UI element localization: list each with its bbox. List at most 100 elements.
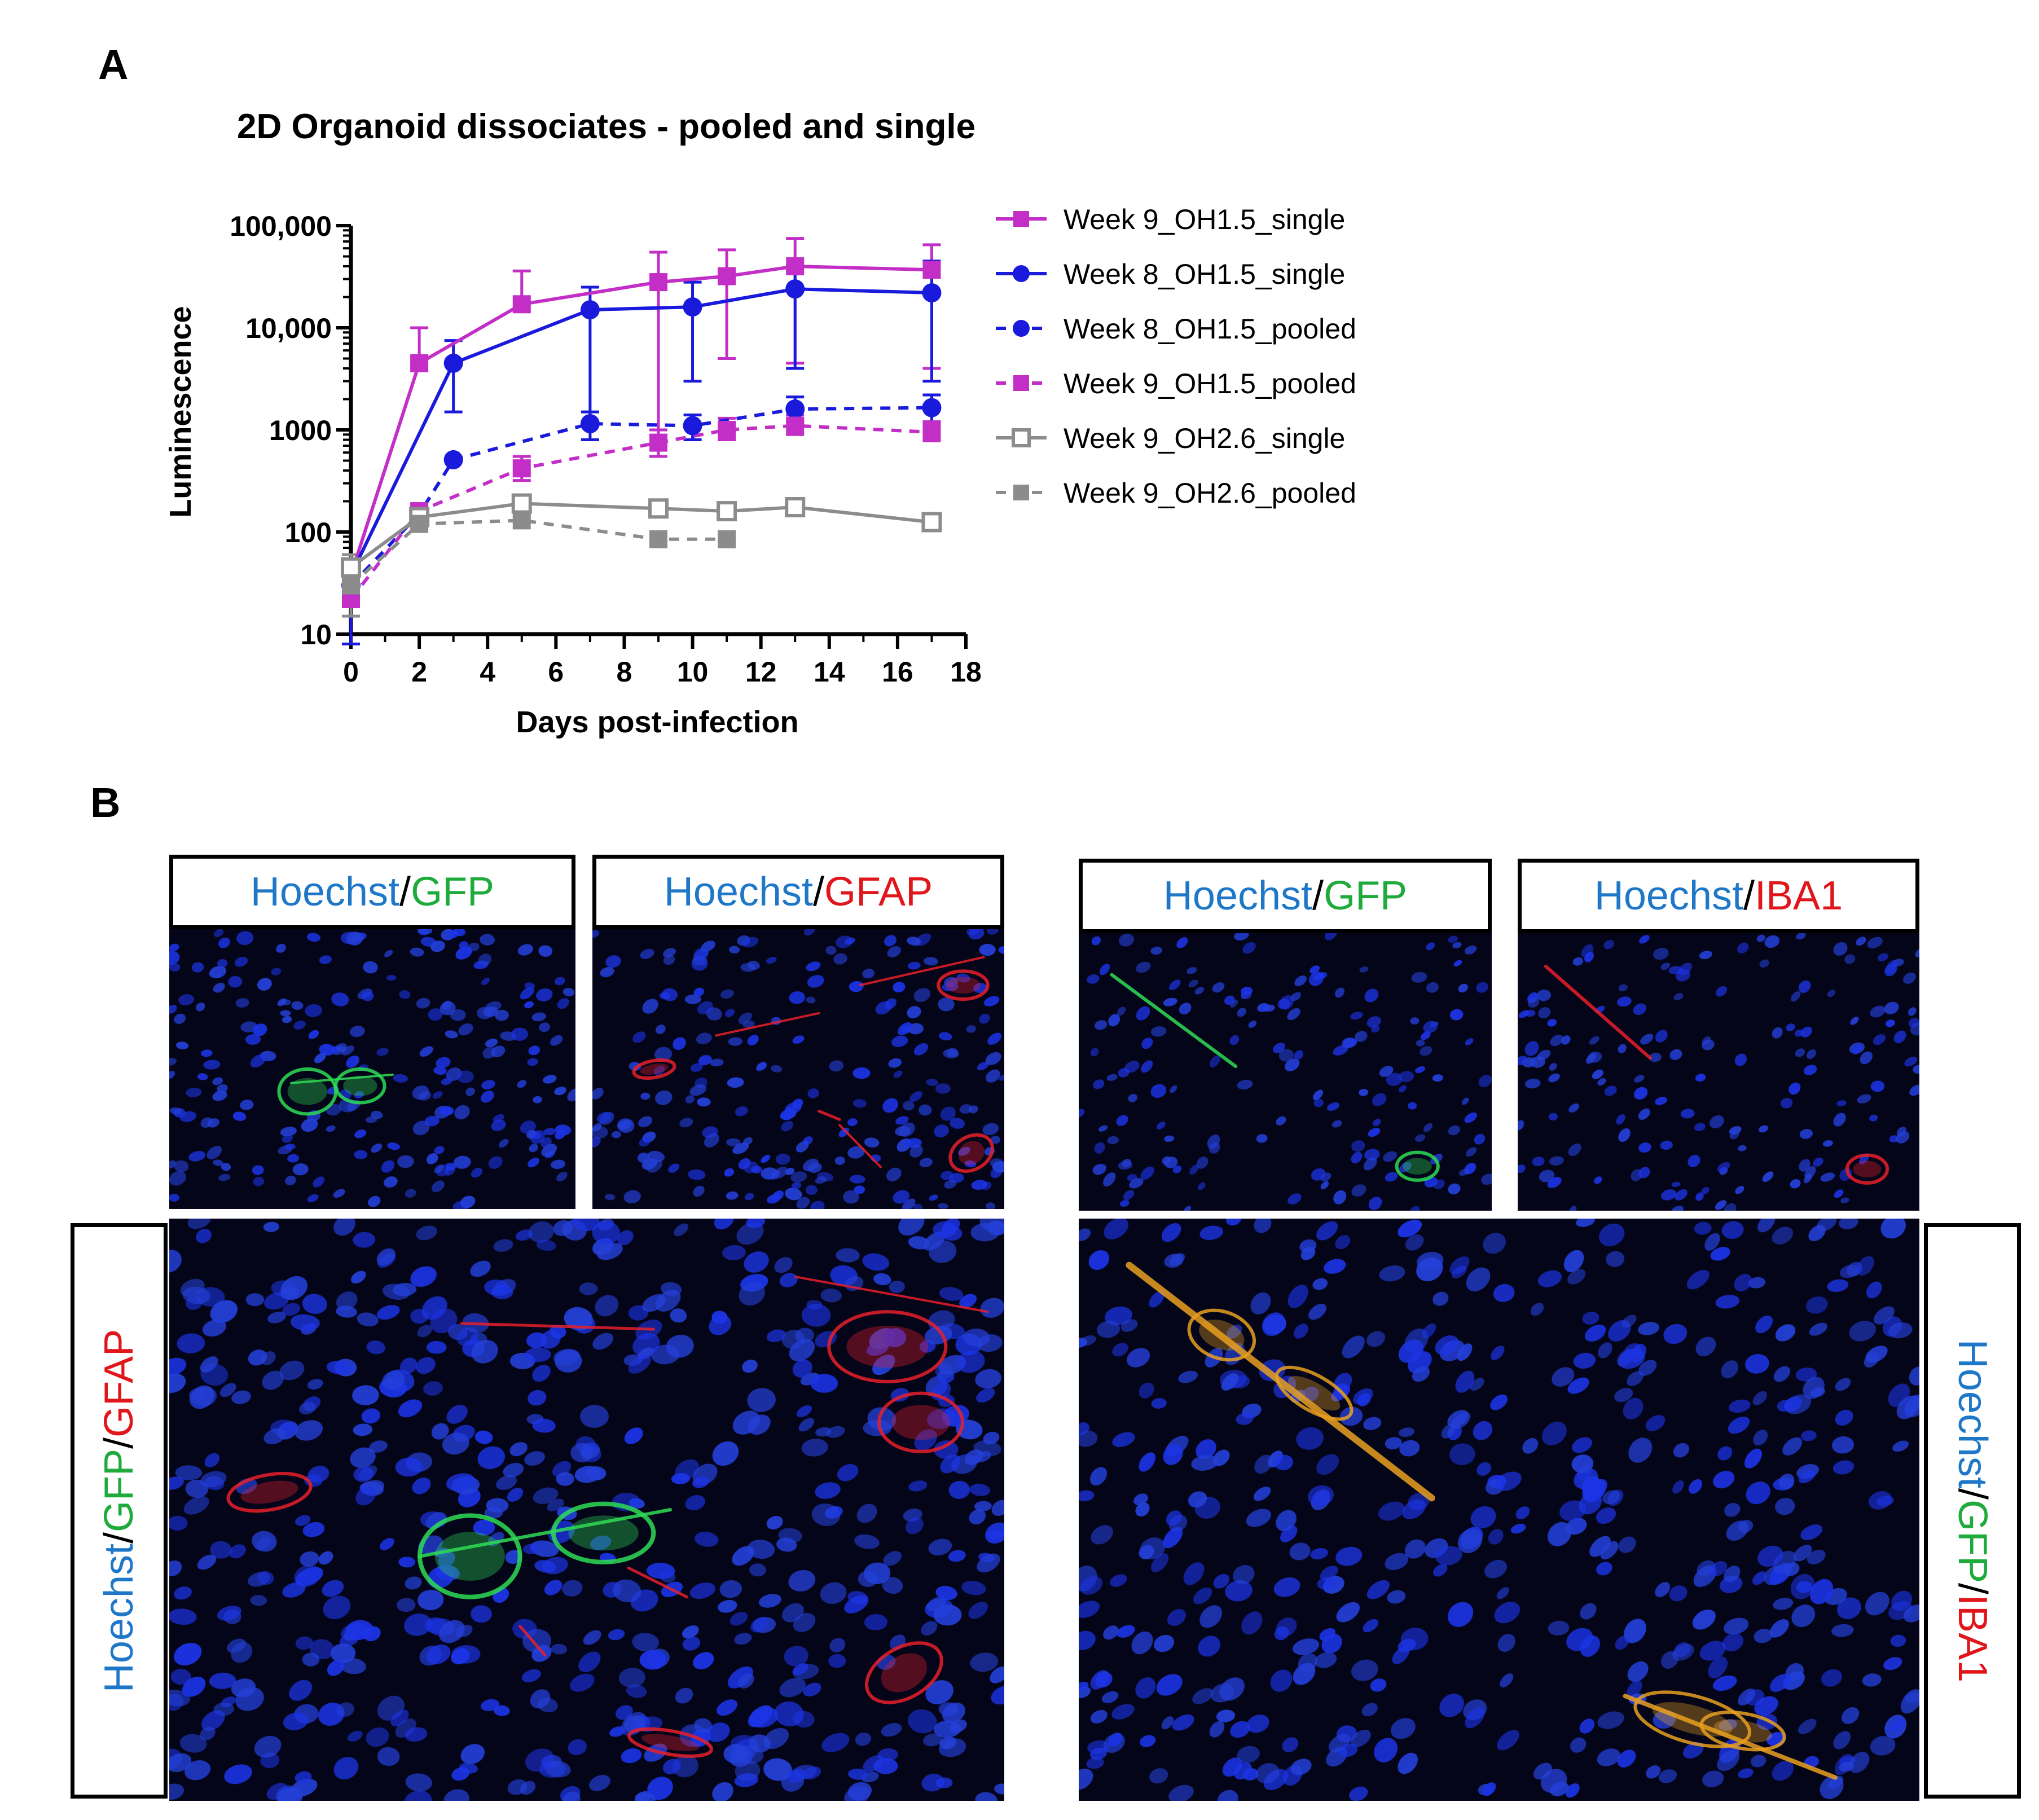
nucleus bbox=[934, 1440, 959, 1459]
nucleus bbox=[1118, 1160, 1133, 1170]
nucleus bbox=[473, 1519, 495, 1536]
nucleus bbox=[805, 1185, 818, 1195]
y-tick-label: 100 bbox=[285, 517, 332, 548]
nucleus bbox=[455, 946, 472, 960]
stained-cell-body bbox=[641, 1734, 700, 1751]
nucleus bbox=[527, 1058, 538, 1066]
cell-process bbox=[715, 1012, 820, 1037]
nucleus bbox=[1547, 1177, 1562, 1188]
nucleus bbox=[1782, 1437, 1803, 1456]
nucleus bbox=[756, 1062, 766, 1071]
nucleus bbox=[169, 943, 179, 952]
nucleus bbox=[759, 1594, 781, 1608]
nucleus bbox=[1370, 1678, 1387, 1692]
nucleus bbox=[969, 1509, 986, 1525]
stained-cell-body bbox=[640, 1063, 669, 1075]
nucleus bbox=[351, 1271, 366, 1284]
nucleus bbox=[697, 1097, 711, 1107]
nucleus bbox=[524, 1347, 551, 1362]
cell-process bbox=[460, 1322, 655, 1331]
nucleus bbox=[940, 1454, 961, 1474]
nucleus bbox=[1888, 1322, 1913, 1339]
nucleus bbox=[1398, 1339, 1424, 1363]
nucleus bbox=[1338, 1743, 1358, 1757]
nucleus bbox=[897, 1022, 912, 1035]
nucleus bbox=[766, 1516, 783, 1529]
nucleus bbox=[1163, 1444, 1183, 1465]
nucleus bbox=[1833, 942, 1848, 956]
nucleus bbox=[397, 1155, 414, 1168]
nucleus bbox=[430, 940, 445, 952]
nucleus bbox=[1913, 1065, 1919, 1074]
nucleus bbox=[747, 1540, 775, 1559]
nucleus bbox=[1850, 1017, 1859, 1025]
nucleus bbox=[318, 1551, 333, 1565]
nucleus bbox=[956, 1351, 985, 1373]
nucleus bbox=[1726, 1520, 1748, 1541]
nucleus bbox=[1798, 1718, 1817, 1734]
nucleus bbox=[592, 1221, 620, 1245]
nucleus bbox=[1359, 1088, 1369, 1096]
nucleus bbox=[169, 1250, 182, 1273]
nucleus bbox=[796, 1197, 810, 1209]
nucleus bbox=[1448, 1183, 1461, 1195]
nucleus bbox=[1179, 1003, 1192, 1015]
nucleus bbox=[934, 1124, 949, 1138]
nucleus bbox=[803, 929, 816, 936]
stained-cell bbox=[1275, 1365, 1354, 1421]
nucleus bbox=[289, 1680, 313, 1701]
nucleus bbox=[1772, 1761, 1794, 1781]
nucleus bbox=[712, 1782, 733, 1801]
nucleus bbox=[821, 1733, 850, 1752]
caption-separator: / bbox=[813, 869, 825, 915]
nucleus bbox=[1791, 1604, 1816, 1628]
data-point bbox=[512, 295, 531, 314]
nucleus bbox=[693, 1652, 714, 1669]
series-lines bbox=[349, 265, 932, 600]
nucleus bbox=[1857, 1094, 1871, 1104]
nucleus bbox=[1672, 1643, 1694, 1661]
nucleus bbox=[436, 1057, 451, 1069]
nucleus bbox=[1455, 1370, 1475, 1393]
nucleus bbox=[495, 1009, 509, 1021]
nucleus bbox=[847, 1118, 858, 1127]
nucleus bbox=[682, 1625, 699, 1639]
nucleus bbox=[589, 1775, 610, 1791]
nucleus bbox=[528, 1158, 540, 1168]
nucleus bbox=[1276, 1116, 1286, 1126]
nucleus bbox=[1236, 1413, 1254, 1425]
nucleus bbox=[1270, 1669, 1293, 1692]
nucleus bbox=[763, 1758, 792, 1781]
nucleus bbox=[1849, 1752, 1870, 1773]
nucleus bbox=[432, 1091, 443, 1099]
nucleus bbox=[1111, 1704, 1135, 1720]
nucleus bbox=[1627, 1680, 1642, 1698]
nucleus bbox=[1483, 1233, 1506, 1254]
nucleus bbox=[1807, 1049, 1816, 1059]
nucleus bbox=[295, 1636, 313, 1650]
nucleus bbox=[398, 1557, 416, 1568]
nucleus bbox=[1432, 1291, 1449, 1306]
nucleus bbox=[562, 1580, 583, 1597]
nucleus bbox=[1799, 1159, 1811, 1172]
nucleus bbox=[392, 1282, 417, 1296]
nucleus bbox=[1515, 1506, 1530, 1519]
nucleus bbox=[1853, 1045, 1862, 1055]
nucleus bbox=[1708, 1656, 1728, 1678]
nucleus bbox=[454, 1105, 470, 1120]
nucleus bbox=[1753, 1430, 1768, 1446]
nucleus bbox=[1351, 1140, 1365, 1152]
data-point bbox=[649, 433, 667, 452]
nucleus bbox=[1233, 1564, 1255, 1585]
data-point bbox=[443, 353, 463, 373]
nucleus bbox=[525, 1748, 554, 1772]
nucleus bbox=[1835, 1409, 1853, 1426]
nucleus bbox=[1757, 1545, 1783, 1567]
nucleus bbox=[935, 1364, 953, 1379]
nucleus bbox=[1094, 1142, 1105, 1154]
nucleus bbox=[169, 1005, 177, 1014]
nucleus bbox=[196, 1002, 205, 1012]
nucleus bbox=[662, 1759, 681, 1775]
nucleus bbox=[1327, 1102, 1340, 1111]
nucleus bbox=[1686, 1269, 1710, 1290]
